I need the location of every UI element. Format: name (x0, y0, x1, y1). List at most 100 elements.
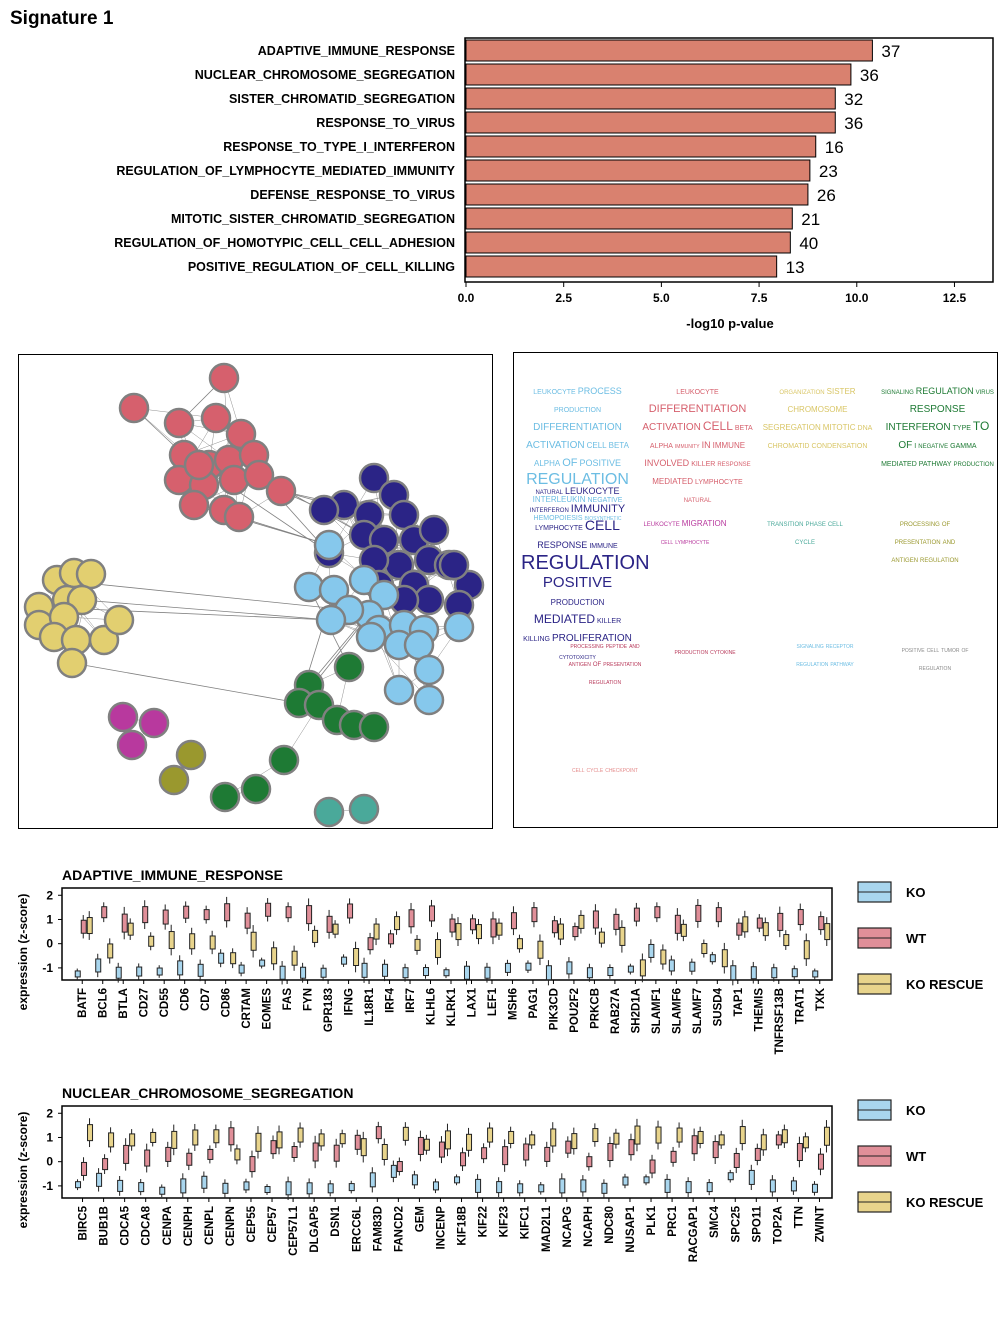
word-cloud-word: PATHWAY (830, 662, 854, 668)
box-wt (285, 906, 292, 919)
box-wt (417, 1136, 424, 1155)
network-node (240, 773, 272, 805)
box-ko-rescue (250, 931, 257, 951)
x-tick-label: PIK3CD (548, 988, 560, 1030)
x-tick-label: CENPA (162, 1206, 174, 1245)
box-ko-rescue (578, 914, 585, 929)
word-cloud-word: KILLER (691, 461, 716, 468)
box-ko-rescue (742, 916, 749, 933)
network-node (218, 464, 250, 496)
x-tick-label: CD55 (159, 987, 171, 1017)
boxplot-nuclear-chromosome-segregation: NUCLEAR_CHROMOSOME_SEGREGATION 2 1 0 -1 expre… (16, 1085, 984, 1262)
box-wt (121, 913, 128, 933)
box-wt (586, 1156, 593, 1168)
box-ko-rescue (312, 929, 319, 943)
x-tick-label: CDCA8 (141, 1205, 153, 1245)
box-wt (649, 1159, 656, 1174)
word-cloud-word: IMMUNE (589, 543, 618, 550)
box-ko-rescue (381, 1144, 388, 1160)
network-node (358, 711, 390, 743)
word-cloud-word: INVOLVED (644, 458, 690, 468)
box-wt (326, 915, 333, 933)
box-ko (348, 1183, 355, 1192)
box-ko (264, 1186, 271, 1194)
word-cloud-word: CHECKPOINT (605, 768, 638, 774)
network-node (348, 793, 380, 825)
x-tick-label: 10.0 (845, 291, 869, 305)
x-tick-label: 2.5 (555, 291, 572, 305)
network-node (413, 684, 445, 716)
box-ko (454, 1176, 461, 1184)
box-ko (566, 961, 573, 975)
box-ko (812, 970, 819, 978)
box-ko-rescue (613, 1132, 620, 1145)
word-cloud-word: DIFFERENTIATION (648, 403, 747, 415)
word-cloud-word: INTERFERON (529, 508, 569, 514)
word-cloud-word: LYMPHOCYTE (675, 540, 710, 546)
x-tick-label: IL18R1 (364, 987, 376, 1025)
data-label: 26 (817, 186, 836, 205)
word-cloud-word: CELL (660, 540, 674, 546)
x-tick-label: PRC1 (667, 1205, 679, 1236)
box-ko (622, 1176, 629, 1186)
bar (465, 207, 793, 230)
x-tick-label: RACGAP1 (688, 1205, 700, 1262)
box-wt (429, 905, 436, 922)
box-ko-rescue (537, 940, 544, 959)
word-cloud-word: POSITIVE (901, 648, 925, 654)
box-ko (685, 1181, 692, 1194)
box-ko-rescue (168, 931, 175, 950)
box-wt (449, 918, 456, 933)
box-wt (733, 1152, 740, 1168)
box-ko (156, 967, 163, 976)
box-ko (601, 1182, 608, 1194)
box-ko (484, 966, 491, 979)
box-wt (531, 907, 538, 923)
word-cloud-word: PRESENTATION (894, 540, 941, 546)
x-tick-label: KLRK1 (446, 987, 458, 1026)
network-node (313, 529, 345, 561)
box-wt (102, 1158, 109, 1171)
box-ko (504, 962, 511, 973)
box-ko-rescue (373, 923, 380, 940)
word-cloud: SIGNALING REGULATION VIRUS RESPONSE INTERFER… (880, 381, 995, 471)
box-wt (142, 906, 149, 924)
box-wt (367, 937, 374, 951)
network-node (348, 564, 380, 596)
box-wt (81, 1161, 88, 1176)
box-ko (390, 1164, 397, 1178)
box-ko (648, 943, 655, 958)
box-wt (186, 1152, 193, 1166)
word-cloud-word: INTERLEUKIN (532, 495, 586, 504)
word-cloud-word: CELL (584, 517, 620, 533)
word-cloud-word: MITOTIC (822, 423, 856, 432)
box-ko (117, 1179, 124, 1192)
box-ko (791, 968, 798, 978)
box-ko (222, 1182, 229, 1194)
box-ko-rescue (718, 1134, 725, 1146)
category-label: POSITIVE_REGULATION_OF_CELL_KILLING (188, 260, 455, 274)
box-ko-rescue (721, 949, 728, 968)
box-wt (101, 906, 108, 919)
x-tick-label: NCAPG (562, 1206, 574, 1248)
box-wt (265, 902, 272, 917)
box-wt (270, 1140, 277, 1155)
word-cloud-word: DNA (857, 425, 873, 432)
y-tick-label: 2 (46, 1106, 53, 1120)
x-tick-label: BUB1B (99, 1206, 111, 1246)
bar (465, 39, 873, 62)
box-wt (691, 1135, 698, 1155)
box-ko-rescue (571, 1133, 578, 1150)
word-cloud-word: PROCESSING (899, 522, 940, 528)
box-wt (796, 1143, 803, 1161)
network-node (418, 514, 450, 546)
network-node (107, 701, 139, 733)
category-label: ADAPTIVE_IMMUNE_RESPONSE (258, 44, 455, 58)
box-wt (613, 913, 620, 930)
y-tick-label: 2 (46, 888, 53, 902)
word-cloud-word: CELL (827, 522, 843, 528)
box-ko (177, 960, 184, 976)
box-wt (592, 910, 599, 929)
box-wt (572, 926, 579, 938)
box-ko (259, 959, 266, 967)
